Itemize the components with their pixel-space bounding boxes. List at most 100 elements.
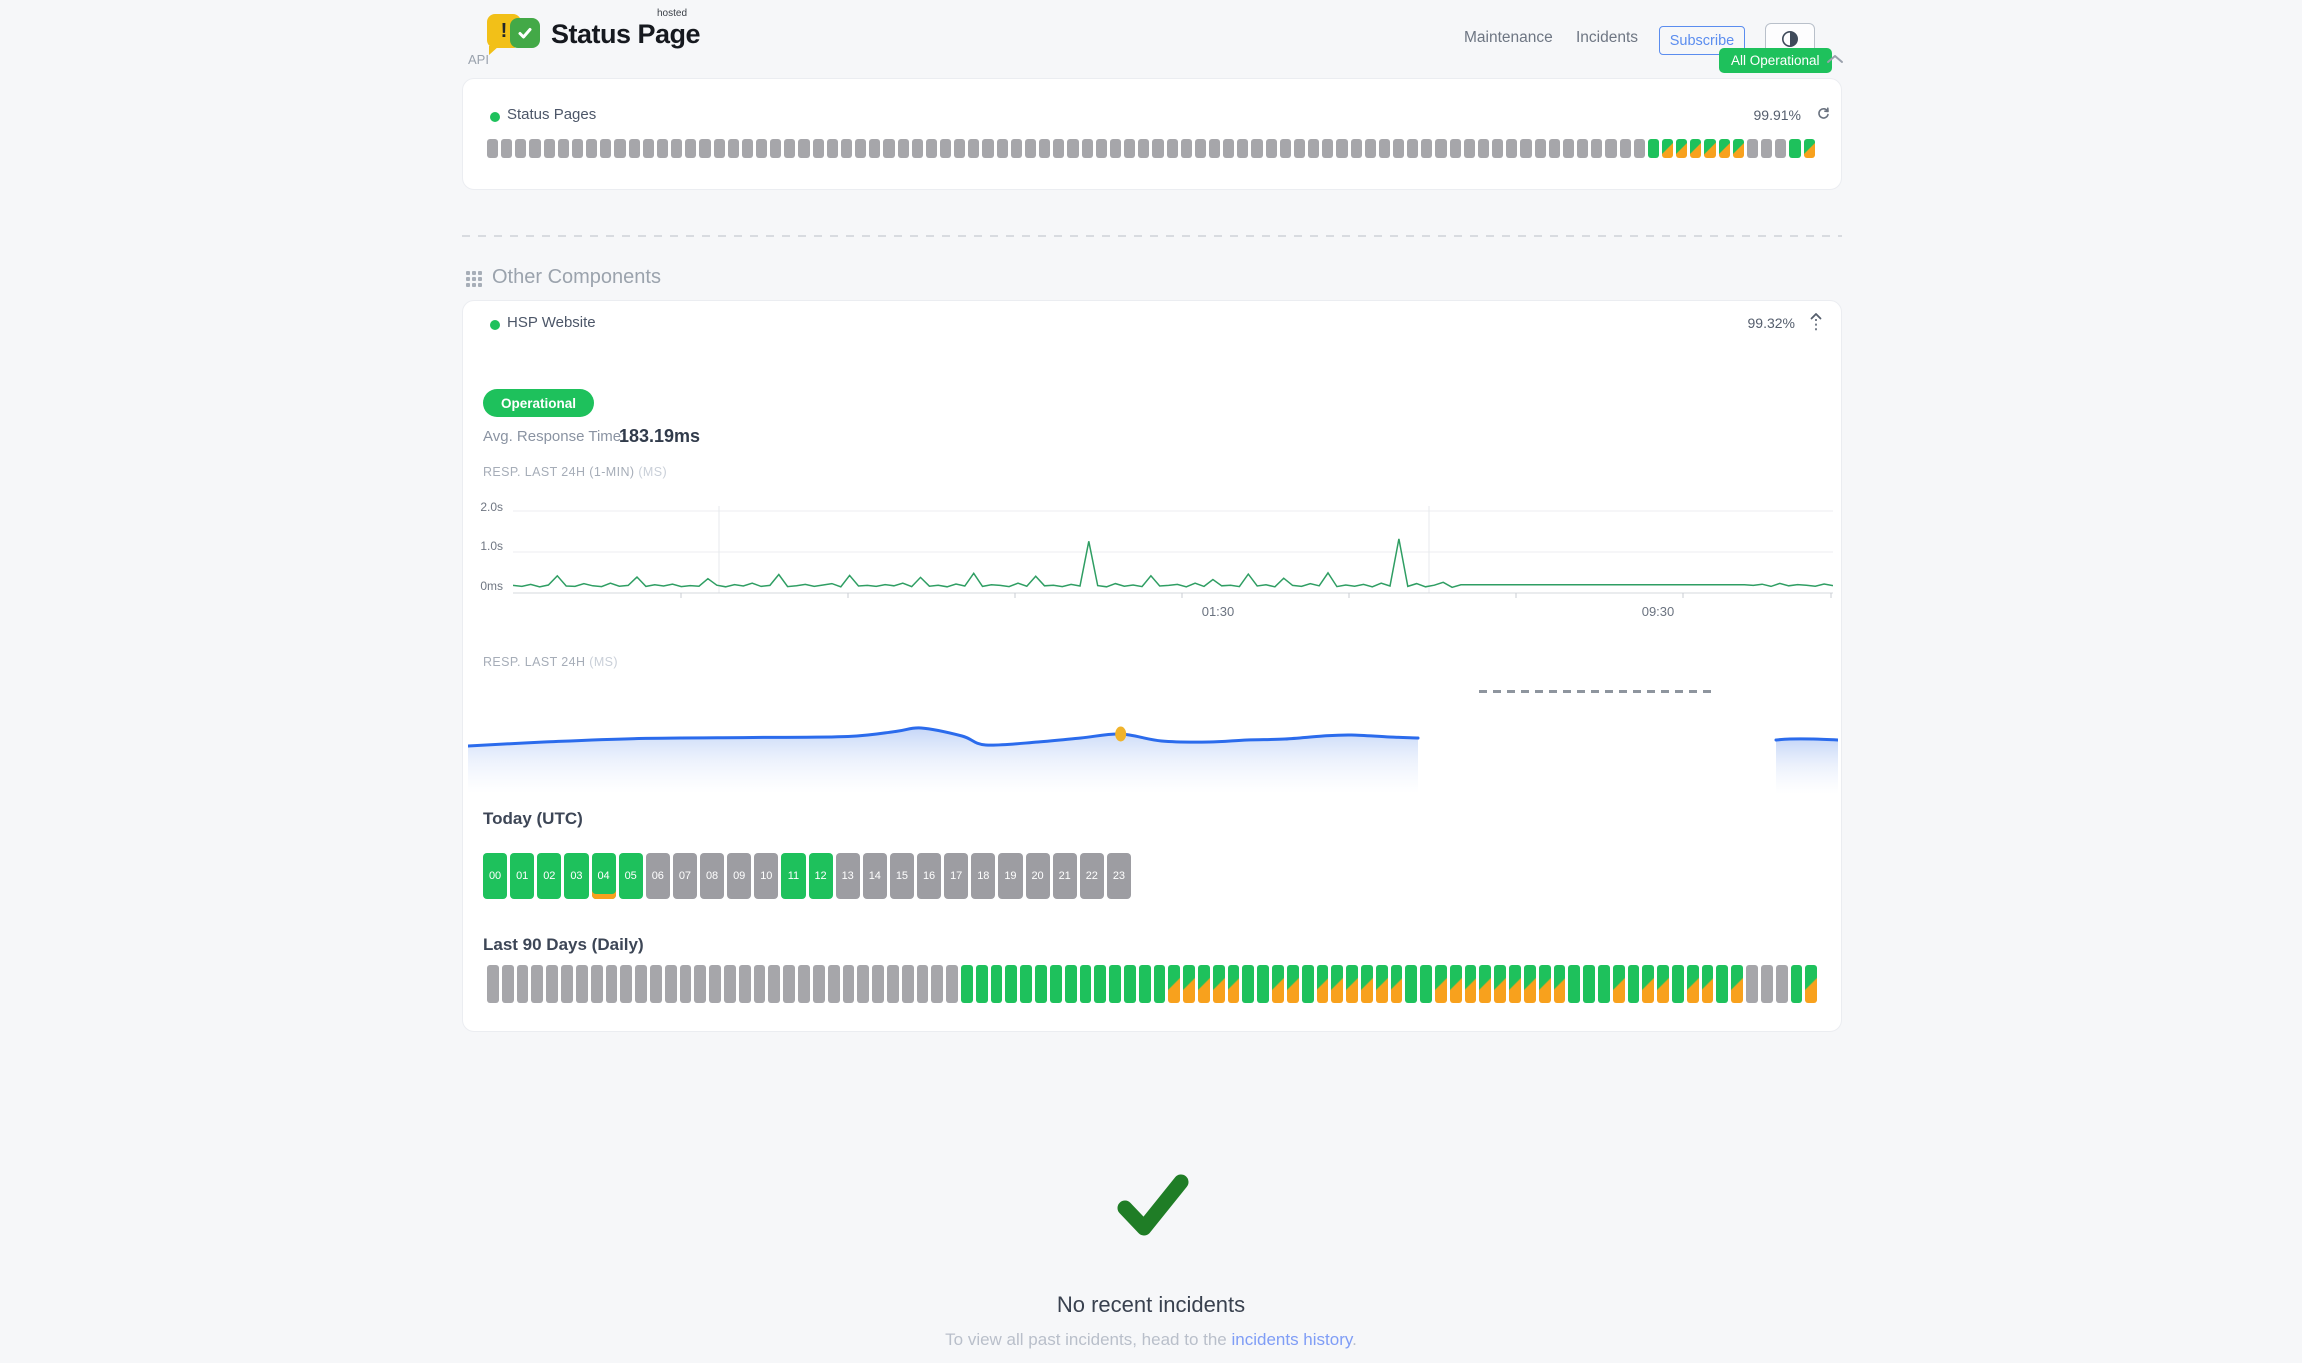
- refresh-icon[interactable]: [1815, 106, 1831, 127]
- hour-cell: 23: [1106, 853, 1131, 899]
- component-status-dot: [490, 112, 500, 122]
- day-bar: [1672, 965, 1684, 1003]
- incidents-history-link[interactable]: incidents history: [1231, 1330, 1353, 1349]
- component-name: HSP Website: [507, 314, 596, 331]
- day-bar: [1568, 965, 1581, 1003]
- day-bar: [1509, 965, 1521, 1003]
- uptime-bar: [982, 139, 994, 158]
- uptime-bar: [1364, 139, 1376, 158]
- uptime-bar: [1308, 139, 1320, 158]
- uptime-bar: [586, 139, 598, 158]
- day-bar: [1390, 965, 1403, 1003]
- day-bar: [1627, 965, 1640, 1003]
- day-bar: [1523, 965, 1536, 1003]
- day-bar: [1746, 965, 1758, 1003]
- uptime-bar: [727, 139, 739, 158]
- day-bar: [827, 965, 840, 1003]
- day-bar: [487, 965, 499, 1003]
- uptime-bar: [685, 139, 697, 158]
- day-bar: [1701, 965, 1714, 1003]
- day-bar: [694, 965, 707, 1003]
- hour-cell: 09: [727, 853, 752, 899]
- uptime-bar: [1322, 139, 1334, 158]
- hour-cell: 06: [645, 853, 670, 899]
- uptime-bar: [1393, 139, 1405, 158]
- day-bar: [1035, 965, 1047, 1003]
- nav-maintenance[interactable]: Maintenance: [1464, 29, 1553, 46]
- chart-minute-caption: RESP. LAST 24H (1-MIN) (MS): [483, 465, 668, 479]
- day-bar: [931, 965, 944, 1003]
- uptime-bar: [1789, 139, 1801, 158]
- uptime-bar: [1676, 139, 1688, 158]
- uptime-percent: 99.91%: [1753, 107, 1801, 123]
- uptime-bar: [1095, 139, 1107, 158]
- uptime-bar: [869, 139, 881, 158]
- uptime-bar: [1053, 139, 1065, 158]
- hour-cell: 13: [835, 853, 860, 899]
- day-bar: [1731, 965, 1744, 1003]
- day-bar: [546, 965, 559, 1003]
- today-title: Today (UTC): [483, 809, 583, 828]
- uptime-bar: [1647, 139, 1659, 158]
- uptime-bar: [1138, 139, 1150, 158]
- day-bar: [709, 965, 721, 1003]
- uptime-bar: [840, 139, 853, 158]
- day-bar: [1464, 965, 1477, 1003]
- today-hour-strip: 00 01 02 03 04 05 06 07 08 09 10 11 12 13 14 15 16 17 18 19…: [483, 853, 1131, 899]
- uptime-bar: [628, 139, 640, 158]
- hour-cell: 08: [700, 853, 725, 899]
- uptime-bar: [1124, 139, 1136, 158]
- hour-cell: 16: [917, 853, 942, 899]
- day-bar: [531, 965, 544, 1003]
- uptime-bar: [1152, 139, 1164, 158]
- day-bar: [1123, 965, 1136, 1003]
- day-bar: [561, 965, 573, 1003]
- uptime-bar: [1506, 139, 1518, 158]
- day-bar: [1346, 965, 1358, 1003]
- uptime-bar: [614, 139, 626, 158]
- uptime-bar: [1194, 139, 1206, 158]
- chevron-up-icon[interactable]: [1826, 52, 1844, 70]
- day-bar: [886, 965, 899, 1003]
- contrast-icon: [1782, 31, 1798, 47]
- response-day-chart: [468, 726, 1838, 799]
- uptime-bar: [1619, 139, 1631, 158]
- hour-cell: 04: [591, 853, 616, 899]
- day-bar: [1005, 965, 1018, 1003]
- uptime-bar: [1010, 139, 1022, 158]
- uptime-bar: [1562, 139, 1575, 158]
- day-bar: [857, 965, 870, 1003]
- day-bar: [1153, 965, 1166, 1003]
- nav-incidents[interactable]: Incidents: [1576, 29, 1639, 46]
- uptime-bar: [1336, 139, 1348, 158]
- day-bar: [916, 965, 929, 1003]
- uptime-bar: [1591, 139, 1603, 158]
- uptime-bar: [1661, 139, 1674, 158]
- hour-cell: 14: [862, 853, 887, 899]
- uptime-bar: [1463, 139, 1475, 158]
- uptime-bar: [784, 139, 796, 158]
- uptime-bar: [925, 139, 937, 158]
- day-bar: [798, 965, 810, 1003]
- uptime-bar: [557, 139, 569, 158]
- subscribe-button[interactable]: Subscribe: [1659, 26, 1745, 55]
- day-bar: [1020, 965, 1033, 1003]
- uptime-bar: [699, 139, 711, 158]
- day-bar: [1790, 965, 1803, 1003]
- hour-cell: 18: [971, 853, 996, 899]
- uptime-bar: [515, 139, 527, 158]
- uptime-bar: [1746, 139, 1759, 158]
- ytick-2s: 2.0s: [480, 500, 503, 514]
- day-bar: [1375, 965, 1388, 1003]
- uptime-bar: [883, 139, 895, 158]
- uptime-bar: [1435, 139, 1447, 158]
- day-bar: [842, 965, 855, 1003]
- uptime-bar: [1718, 139, 1730, 158]
- uptime-bar: [1477, 139, 1490, 158]
- grid-icon: [466, 271, 482, 287]
- uptime-bar: [1350, 139, 1362, 158]
- day-bar: [1212, 965, 1225, 1003]
- day-bar: [1109, 965, 1121, 1003]
- uptime-bar: [996, 139, 1008, 158]
- uptime-bar: [954, 139, 966, 158]
